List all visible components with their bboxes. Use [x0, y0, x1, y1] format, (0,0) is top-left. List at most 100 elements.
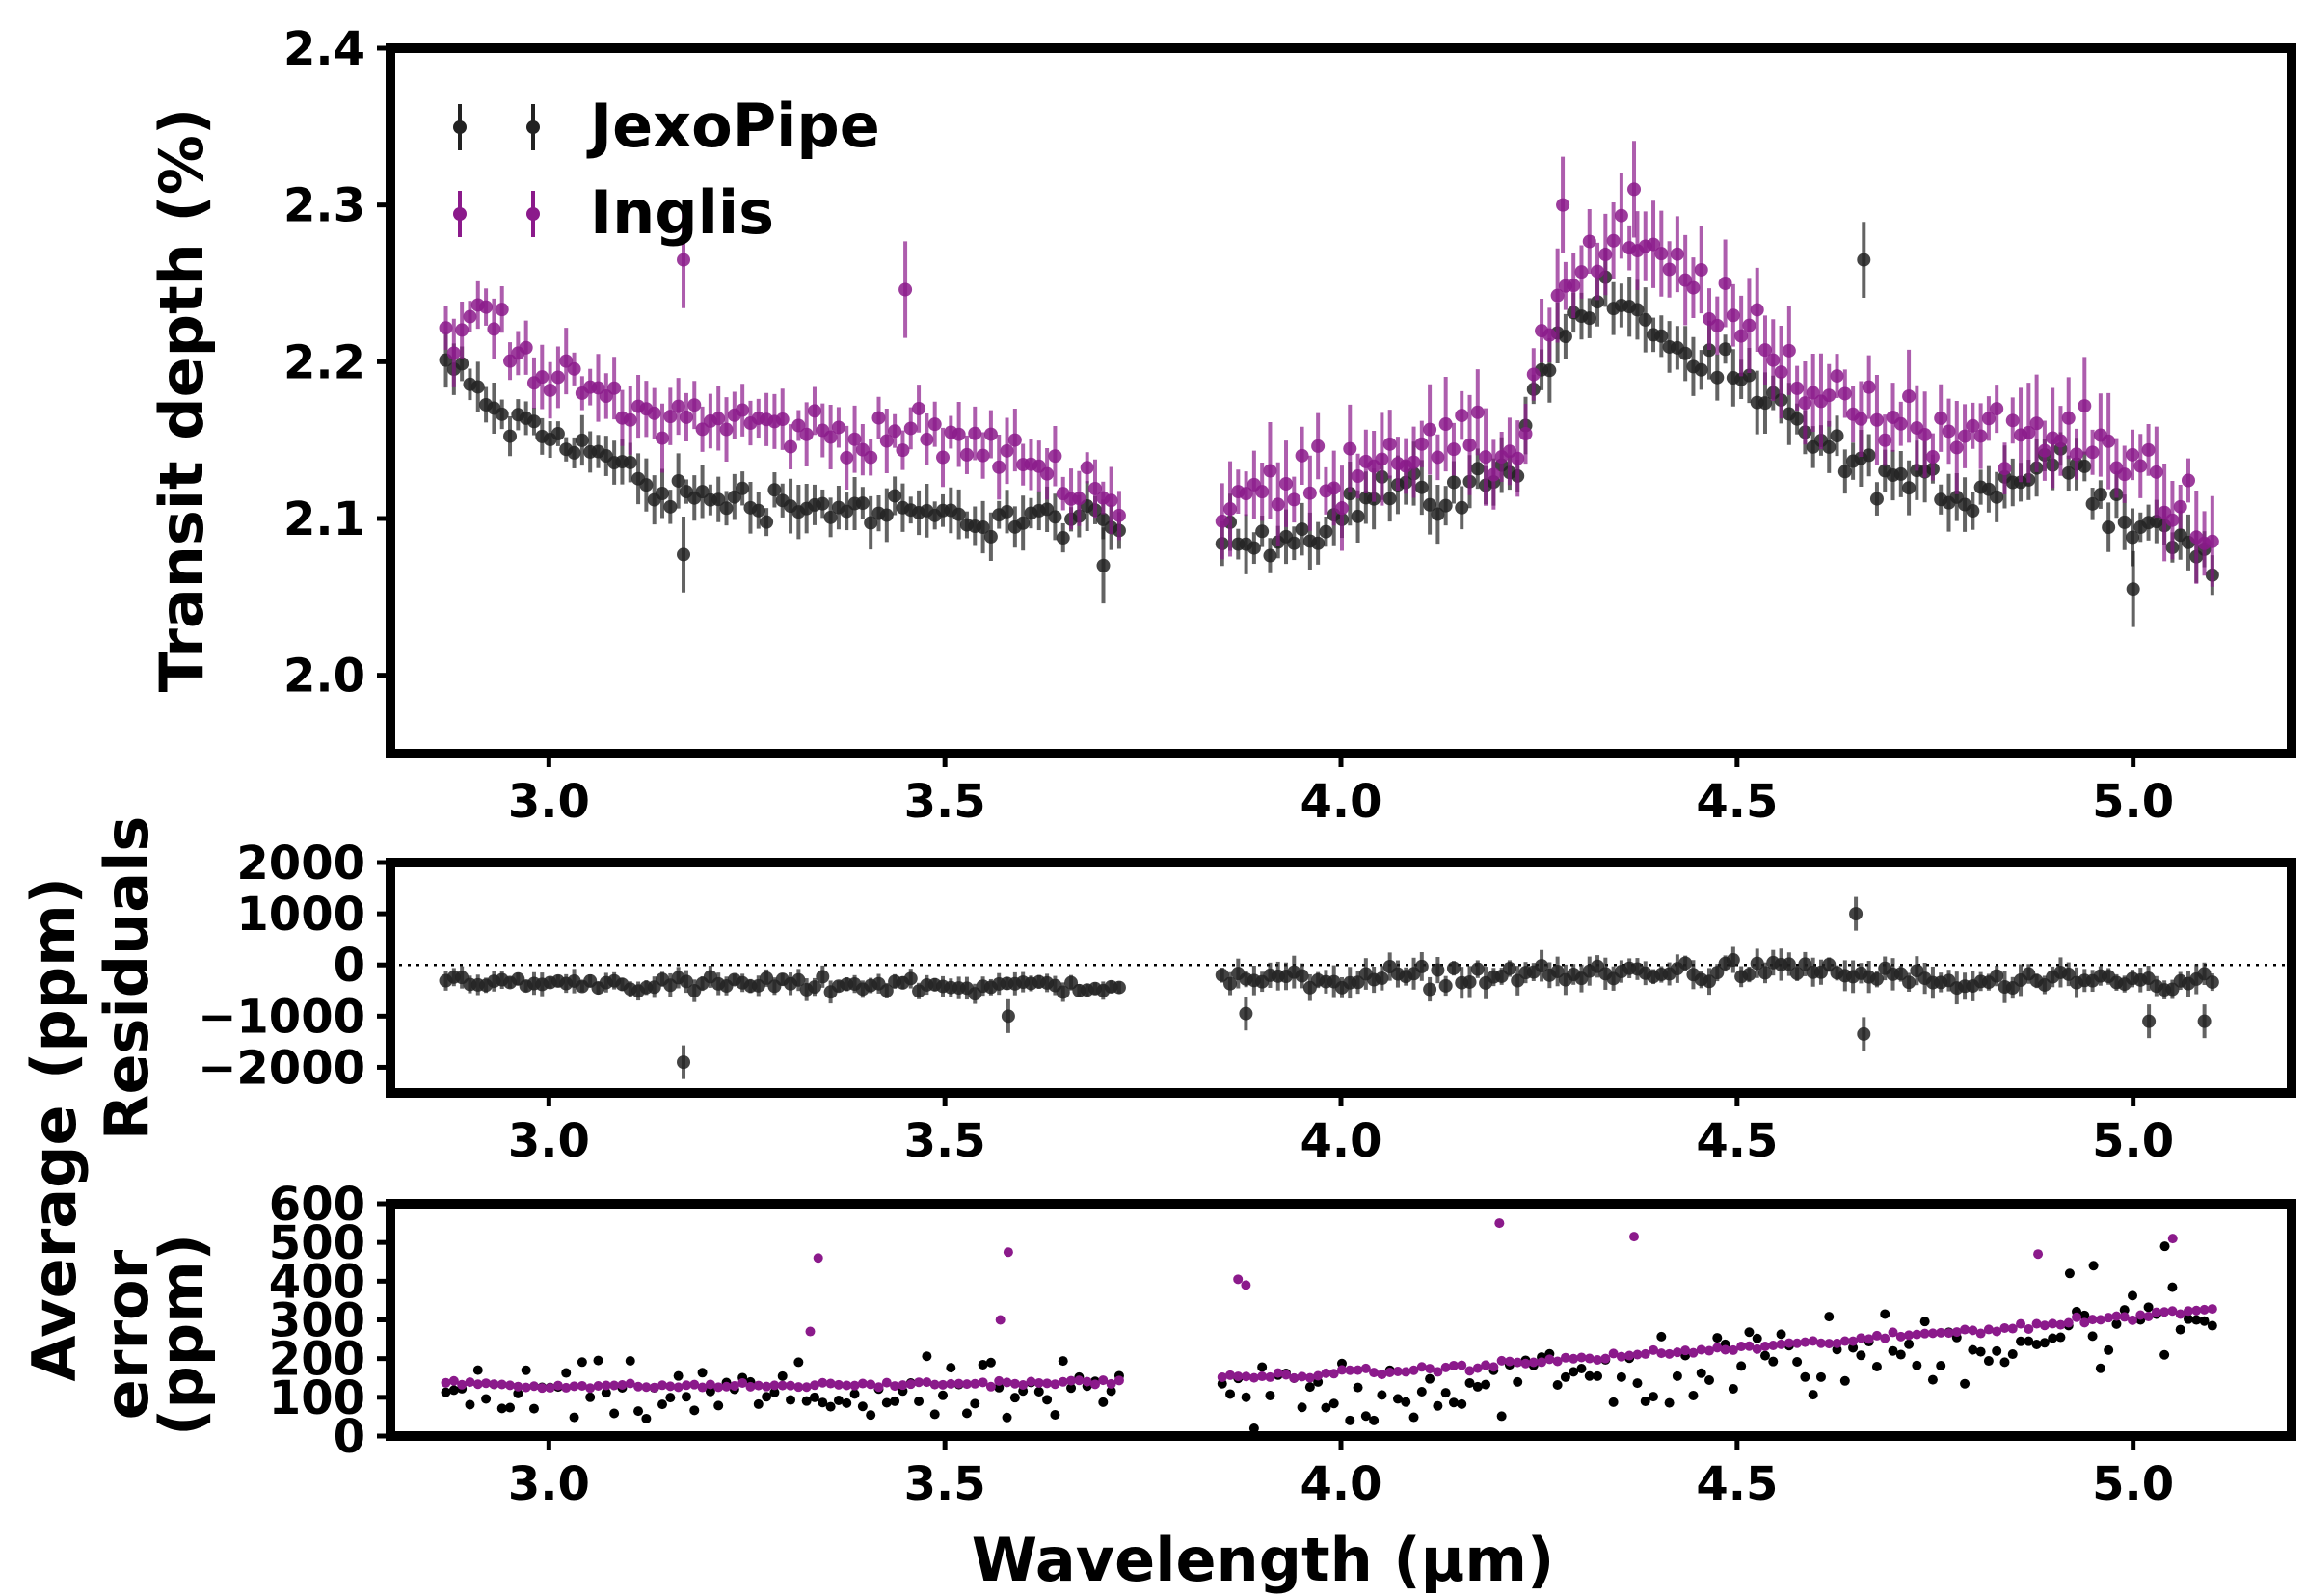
data-point — [1893, 967, 1908, 981]
data-point — [953, 1378, 964, 1389]
data-point — [1750, 303, 1764, 317]
data-point — [1608, 1348, 1619, 1359]
data-point — [1382, 492, 1397, 506]
data-point — [1848, 1343, 1859, 1353]
data-point — [656, 487, 670, 501]
data-point — [1975, 1328, 1986, 1339]
data-point — [801, 1382, 812, 1393]
x-tick-label: 3.0 — [508, 1457, 590, 1511]
data-point — [1423, 422, 1437, 437]
data-point — [1975, 1346, 1986, 1357]
data-point — [550, 370, 565, 385]
data-point — [1656, 1348, 1667, 1359]
data-point — [1591, 295, 1605, 309]
data-point — [1925, 450, 1940, 465]
data-point — [2183, 1314, 2193, 1324]
data-point — [2128, 1290, 2138, 1301]
data-point — [970, 1378, 980, 1389]
data-point — [1832, 1338, 1842, 1348]
data-point — [890, 1396, 900, 1406]
data-point — [1857, 1026, 1871, 1041]
data-point — [1606, 233, 1621, 248]
data-point — [1792, 1338, 1803, 1348]
data-point — [905, 1379, 916, 1390]
data-point — [2104, 1344, 2114, 1355]
data-point — [641, 1382, 652, 1393]
data-point — [543, 383, 557, 397]
y-tick-label: 100 — [269, 1371, 365, 1425]
data-point — [2031, 1339, 2042, 1349]
data-point — [1504, 1356, 1515, 1367]
data-point — [713, 1382, 724, 1393]
data-point — [1472, 1363, 1483, 1373]
data-point — [1056, 985, 1070, 999]
data-point — [1263, 464, 1277, 478]
data-point — [679, 410, 693, 424]
x-tick-label: 5.0 — [2092, 1457, 2174, 1511]
data-point — [2165, 982, 2180, 997]
data-point — [1678, 956, 1693, 971]
data-point — [593, 1381, 603, 1392]
data-point — [1351, 509, 1365, 523]
data-point — [946, 1363, 956, 1373]
data-point — [1263, 548, 1277, 563]
data-point — [873, 1382, 884, 1393]
y-tick-label: 600 — [269, 1178, 365, 1232]
data-point — [2024, 1336, 2034, 1346]
data-point — [959, 447, 974, 462]
data-point — [1752, 1343, 1762, 1354]
data-point — [793, 1357, 804, 1368]
data-point — [1369, 1415, 1380, 1425]
data-point — [1983, 1356, 1994, 1367]
data-point — [753, 1398, 764, 1409]
data-point — [470, 380, 485, 394]
data-point — [2175, 1324, 2185, 1335]
data-point — [1446, 442, 1461, 457]
data-point — [2142, 1014, 2157, 1028]
data-point — [1757, 396, 1772, 411]
data-point — [1328, 1369, 1339, 1379]
data-point — [1401, 1396, 1411, 1407]
data-point — [593, 1355, 603, 1366]
data-point — [2191, 1315, 2202, 1325]
data-point — [922, 1351, 932, 1362]
data-point — [1774, 365, 1788, 380]
data-point — [1824, 1339, 1835, 1349]
data-point — [1241, 1280, 1251, 1290]
series-residuals — [439, 896, 2219, 1079]
data-point — [1002, 1377, 1012, 1388]
data-point — [1936, 1361, 1946, 1371]
data-point — [807, 980, 821, 995]
data-point — [1353, 1382, 1363, 1393]
data-point — [545, 1383, 555, 1394]
data-point — [1018, 1380, 1029, 1391]
data-point — [2087, 1315, 2098, 1325]
data-point — [711, 492, 726, 507]
data-point — [481, 1394, 492, 1404]
x-tick-label: 3.5 — [904, 775, 986, 829]
data-point — [1815, 1338, 1826, 1348]
data-point — [601, 1388, 611, 1398]
data-point — [713, 1400, 724, 1411]
data-point — [1582, 311, 1596, 326]
data-point — [1351, 975, 1365, 990]
data-point — [1664, 1397, 1675, 1408]
data-point — [2053, 434, 2068, 448]
data-point — [1878, 433, 1892, 447]
data-point — [1247, 541, 1261, 555]
data-point — [2126, 582, 2140, 597]
data-point — [505, 1380, 516, 1391]
data-point — [663, 410, 678, 424]
data-point — [1680, 1345, 1691, 1356]
data-point — [552, 1380, 563, 1391]
data-point — [890, 1381, 900, 1392]
data-point — [1990, 490, 2004, 504]
data-point — [2197, 1014, 2212, 1028]
data-point — [1734, 329, 1749, 343]
data-point — [857, 1401, 868, 1412]
data-point — [1048, 510, 1062, 524]
data-point — [1223, 976, 1238, 991]
data-point — [1050, 1379, 1060, 1390]
data-point — [2061, 466, 2076, 480]
